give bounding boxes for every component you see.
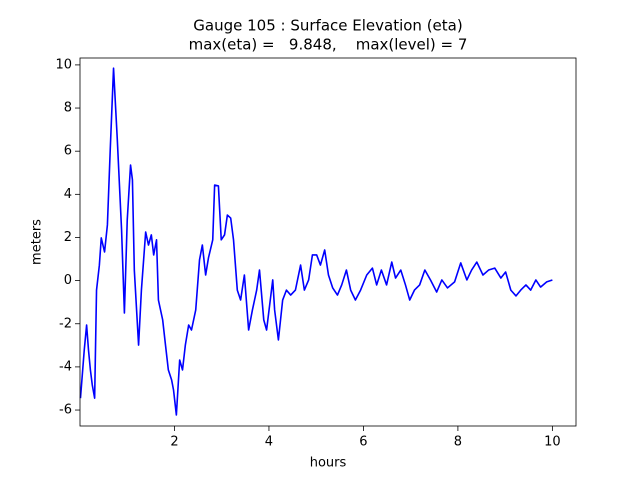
y-tick-label: 10 — [55, 57, 72, 72]
y-tick-label: 8 — [64, 101, 72, 116]
y-tick-label: -6 — [59, 403, 72, 418]
chart-title: Gauge 105 : Surface Elevation (eta) — [193, 17, 462, 35]
y-tick-label: 6 — [64, 144, 72, 159]
x-tick-label: 6 — [359, 435, 367, 450]
x-tick-label: 8 — [454, 435, 462, 450]
x-tick-label: 4 — [265, 435, 273, 450]
y-tick-label: 2 — [64, 230, 72, 245]
y-tick-label: 4 — [64, 187, 72, 202]
y-tick-label: -2 — [59, 316, 72, 331]
x-tick-label: 10 — [544, 435, 561, 450]
y-axis-label: meters — [30, 219, 45, 265]
x-tick-label: 2 — [170, 435, 178, 450]
plot-frame — [79, 57, 577, 427]
y-tick-label: 0 — [64, 273, 72, 288]
x-axis-label: hours — [310, 456, 347, 471]
data-line — [79, 67, 553, 416]
y-tick-label: -4 — [59, 359, 72, 374]
chart-subtitle: max(eta) = 9.848, max(level) = 7 — [189, 36, 468, 54]
